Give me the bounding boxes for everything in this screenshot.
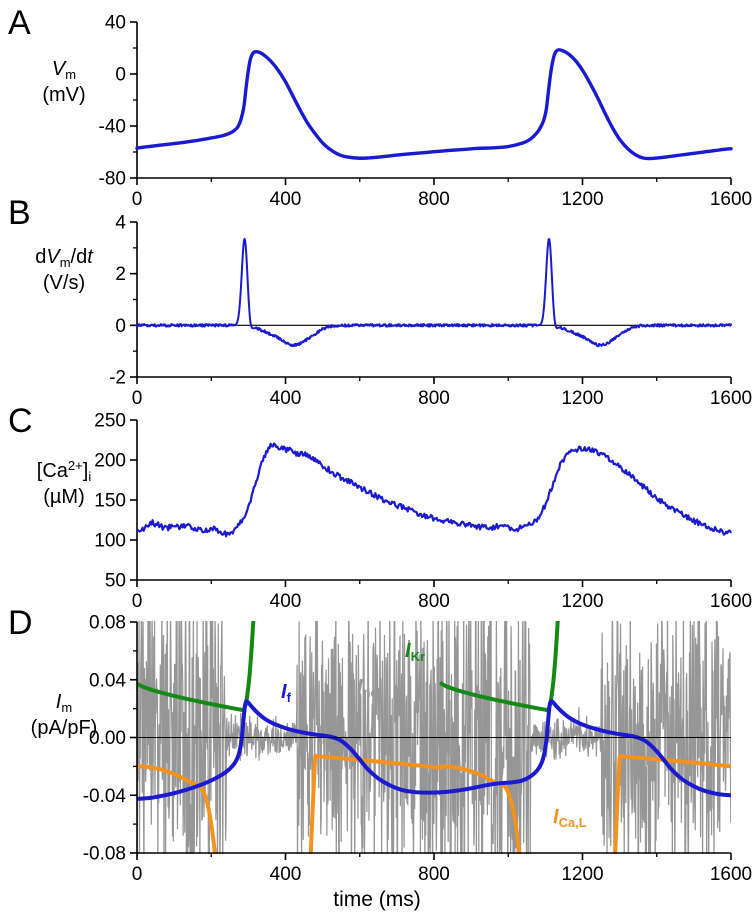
I-f-label-subscript: f	[286, 690, 291, 705]
x-tick-label: 0	[132, 591, 143, 612]
y-tick-label: -40	[99, 117, 126, 138]
panel-letter-a: A	[8, 4, 31, 42]
trace-i-cal	[308, 753, 522, 854]
trace-calcium	[135, 442, 732, 538]
panel-d-ylabel-i: I	[55, 691, 62, 713]
I-f-label: If	[281, 681, 291, 705]
x-tick-label: 400	[270, 388, 302, 409]
x-tick-label: 1200	[561, 388, 603, 409]
panel-c-ylabel-close: ]	[82, 460, 89, 482]
I-net-label-subscript: net	[362, 685, 383, 700]
y-tick-label: 0.00	[89, 728, 126, 749]
y-tick-label: 150	[94, 491, 126, 512]
x-tick-label: 800	[418, 864, 450, 885]
y-tick-label: 0	[115, 65, 126, 86]
y-tick-label: -0.04	[83, 786, 127, 807]
x-tick-label: 800	[418, 388, 450, 409]
I-f-label-symbol: I	[281, 681, 287, 703]
y-tick-label: 4	[115, 213, 126, 234]
y-tick-label: 0.08	[89, 613, 126, 634]
x-tick-label: 800	[418, 189, 450, 210]
panel-d-ylabel-units: (pA/pF)	[30, 717, 98, 739]
x-tick-label: 1600	[710, 388, 752, 409]
I-Kr-label-subscript: Kr	[410, 649, 426, 664]
y-tick-label: -2	[109, 368, 126, 389]
panel-c-axis-title: [Ca2+]i (µM)	[4, 458, 124, 510]
y-tick-label: 0	[115, 316, 126, 337]
x-tick-label: 1200	[561, 189, 603, 210]
y-tick-label: 2	[115, 264, 126, 285]
x-tick-label: 1600	[710, 189, 752, 210]
trace-i-net	[137, 621, 731, 854]
x-tick-label: 0	[132, 388, 143, 409]
panel-a-ylabel-sub: m	[65, 67, 77, 82]
panel-c-ylabel-units: (µM)	[43, 486, 85, 508]
trace-vm	[135, 48, 733, 161]
trace-i-kr	[137, 621, 256, 713]
panel-d-ylabel-sub: m	[61, 700, 73, 715]
panel-c-ylabel-sup: 2+	[67, 458, 83, 473]
panel-b-ylabel-d: d	[35, 246, 47, 268]
I-Ca-L-label: ICa,L	[553, 806, 587, 830]
panel-letter-c: C	[8, 402, 33, 440]
trace-i-cal	[137, 764, 217, 854]
y-tick-label: 200	[94, 451, 126, 472]
x-axis-label: time (ms)	[333, 888, 421, 911]
panel-b-ylabel-units: (V/s)	[42, 272, 86, 294]
y-tick-label: -0.08	[83, 844, 126, 865]
x-tick-label: 0	[132, 189, 143, 210]
x-tick-label: 0	[132, 864, 143, 885]
panel-letter-d: D	[8, 604, 33, 642]
x-tick-label: 1600	[710, 591, 752, 612]
I-Ca-L-label-subscript: Ca,L	[558, 815, 587, 830]
panel-c-ylabel-sub: i	[88, 469, 92, 484]
y-tick-label: 40	[105, 13, 126, 34]
y-tick-label: 50	[105, 571, 126, 592]
x-tick-label: 400	[270, 864, 302, 885]
I-Kr-label: IKr	[405, 640, 426, 664]
x-tick-label: 1600	[710, 864, 752, 885]
panel-b-ylabel-dt: /d	[70, 246, 88, 268]
panel-a-ylabel-units: (mV)	[42, 84, 86, 106]
trace-dvmdt	[136, 237, 732, 348]
panel-b-ylabel-v: V	[46, 246, 60, 268]
x-tick-label: 400	[270, 189, 302, 210]
I-net-label-symbol: I	[357, 676, 363, 698]
panel-b-ylabel-t: t	[87, 246, 93, 268]
x-tick-label: 400	[270, 591, 302, 612]
panel-c-ylabel-bracket: [Ca	[36, 460, 68, 482]
y-tick-label: 0.04	[89, 670, 126, 691]
panel-letter-b: B	[8, 194, 31, 232]
x-tick-label: 1200	[561, 591, 603, 612]
panel-a-axis-title: Vm (mV)	[4, 57, 124, 108]
I-Ca-L-label-symbol: I	[553, 806, 559, 828]
x-tick-label: 1200	[561, 864, 603, 885]
trace-i-cal	[613, 754, 731, 854]
y-tick-label: 250	[94, 411, 126, 432]
y-tick-label: 100	[94, 531, 126, 552]
panel-d-axis-title: Im (pA/pF)	[4, 690, 124, 741]
trace-i-f	[137, 699, 731, 801]
x-tick-label: 800	[418, 591, 450, 612]
I-Kr-label-symbol: I	[405, 640, 411, 662]
panel-a-ylabel-v: V	[51, 58, 66, 80]
panel-b-axis-title: dVm/dt (V/s)	[4, 245, 124, 296]
y-tick-label: -80	[99, 169, 126, 190]
I-net-label: Inet	[357, 676, 383, 700]
trace-i-kr	[439, 621, 560, 713]
panel-b-ylabel-sub: m	[59, 255, 71, 270]
